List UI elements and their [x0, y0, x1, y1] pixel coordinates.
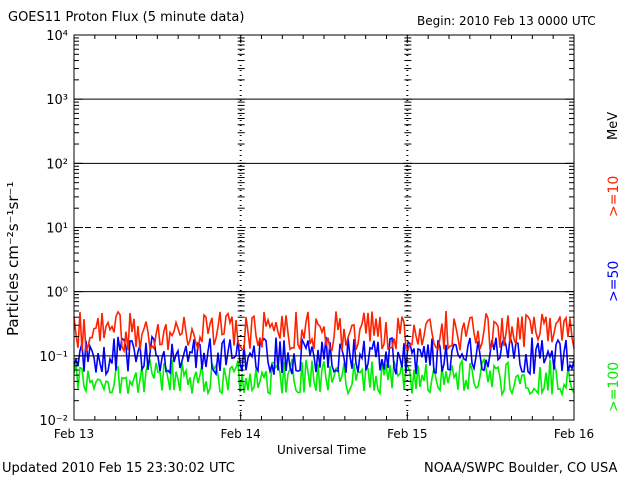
legend-series-50: >=50	[606, 260, 622, 302]
begin-time-label: Begin: 2010 Feb 13 0000 UTC	[417, 14, 596, 28]
y-tick-label: 10⁻²	[39, 414, 68, 429]
plot-frame	[73, 34, 575, 421]
x-tick-label: Feb 13	[54, 427, 94, 441]
series-line-ge10	[73, 310, 575, 354]
x-axis-label: Universal Time	[277, 443, 367, 457]
y-tick-label: 10⁰	[46, 286, 68, 301]
x-tick-label: Feb 14	[220, 427, 260, 441]
credit-label: NOAA/SWPC Boulder, CO USA	[424, 461, 618, 476]
y-tick-label: 10¹	[46, 222, 68, 237]
y-tick-label: 10³	[46, 93, 68, 108]
legend-series-10: >=10	[606, 175, 622, 217]
y-tick-label: 10⁻¹	[39, 350, 68, 365]
series-line-ge100	[73, 356, 575, 398]
energy-unit-label: MeV	[606, 111, 621, 140]
y-tick-label: 10²	[46, 157, 68, 172]
x-tick-label: Feb 15	[387, 427, 427, 441]
y-tick-label: 10⁴	[46, 29, 68, 44]
chart-title: GOES11 Proton Flux (5 minute data)	[8, 10, 245, 25]
x-tick-label: Feb 16	[554, 427, 594, 441]
legend-series-100: >=100	[606, 361, 622, 412]
y-axis-label: Particles cm⁻²s⁻¹sr⁻¹	[4, 181, 22, 336]
updated-timestamp: Updated 2010 Feb 15 23:30:02 UTC	[2, 461, 235, 476]
